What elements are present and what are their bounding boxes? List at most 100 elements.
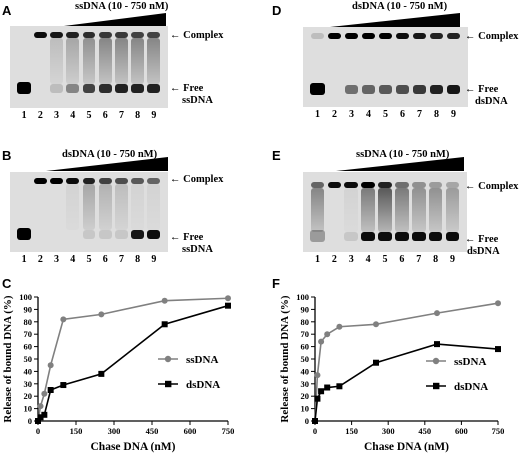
free-band — [344, 232, 358, 241]
gel-b-complex-text: Complex — [183, 174, 224, 185]
free-band — [429, 85, 444, 94]
gel-b-image — [10, 172, 168, 252]
complex-band — [33, 32, 47, 38]
gel-e-complex-label: ← Complex — [465, 181, 519, 192]
data-point-ssDNA — [336, 323, 343, 330]
gel-b-free-text-2: ssDNA — [182, 244, 213, 255]
y-tick-label: 80 — [24, 317, 33, 327]
lane-number: 4 — [70, 110, 76, 121]
gel-b-wedge — [46, 157, 168, 171]
free-band — [446, 85, 461, 94]
data-point-dsDNA — [373, 359, 379, 366]
panel-letter-e: E — [272, 148, 281, 163]
lane-number: 9 — [450, 254, 456, 265]
panel-letter-b: B — [2, 148, 12, 163]
lane-number: 4 — [70, 254, 76, 265]
complex-band — [327, 182, 342, 188]
free-band — [428, 232, 443, 241]
y-tick-label: 0 — [28, 416, 32, 426]
lane-number: 6 — [400, 109, 405, 120]
smear — [412, 188, 426, 232]
panel-letter-d: D — [272, 3, 282, 18]
free-band — [412, 85, 427, 94]
free-band — [147, 230, 161, 239]
x-tick-label: 450 — [418, 426, 431, 436]
free-band — [445, 232, 460, 241]
x-tick-label: 600 — [184, 426, 197, 436]
lane-number: 5 — [383, 109, 388, 120]
panel-letter-a: A — [2, 3, 12, 18]
smear — [114, 38, 128, 84]
free-band — [114, 230, 128, 239]
smear — [66, 184, 80, 230]
gel-e-wedge — [336, 157, 464, 171]
gel-b-title: dsDNA (10 - 750 nM) — [62, 149, 158, 160]
complex-band — [50, 32, 64, 38]
lane-number: 7 — [118, 254, 124, 265]
lane-number: 1 — [315, 109, 320, 120]
free-band — [131, 84, 145, 93]
free-band — [114, 84, 128, 93]
lane-number: 7 — [417, 109, 422, 120]
complex-band — [445, 182, 460, 188]
smear — [310, 188, 325, 232]
lane-number: 4 — [365, 254, 371, 265]
gel-d-complex-label: ← Complex — [465, 31, 519, 42]
gel-d-free-label: ← Free dsDNA — [465, 84, 508, 107]
gel-e-image — [303, 172, 467, 252]
complex-band — [98, 178, 112, 184]
free-band — [344, 85, 359, 94]
y-tick-label: 70 — [24, 329, 33, 339]
gel-b-free-label: ← Free ssDNA — [170, 232, 213, 255]
x-tick-label: 750 — [492, 426, 505, 436]
complex-band — [378, 182, 392, 188]
data-point-dsDNA — [336, 383, 343, 390]
gel-a-wedge — [56, 13, 166, 27]
smear — [82, 184, 96, 230]
complex-band — [66, 32, 80, 38]
y-tick-label: 30 — [24, 379, 33, 389]
gel-a-free-text-2: ssDNA — [182, 95, 213, 106]
complex-band — [98, 32, 112, 38]
complex-band — [82, 178, 96, 184]
smear — [114, 184, 128, 230]
lane-number: 1 — [21, 254, 27, 265]
series-line-ssDNA — [314, 302, 499, 422]
x-tick-label: 0 — [36, 426, 40, 436]
legend-label-ssDNA: ssDNA — [454, 356, 486, 368]
legend-marker-ssDNA — [164, 355, 172, 363]
complex-band — [412, 182, 426, 188]
lane-number: 9 — [151, 254, 157, 265]
complex-band — [361, 33, 376, 39]
complex-band — [114, 32, 128, 38]
gel-d-image — [303, 27, 468, 107]
y-tick-label: 20 — [24, 391, 33, 401]
smear — [428, 188, 443, 232]
free-band — [310, 230, 325, 242]
chart-c: 0 150 300 450 600 750 0 10 20 30 40 50 60 70 80 90 100 Ch… — [2, 292, 235, 453]
free-band — [16, 82, 32, 94]
gel-a-complex-label: ← Complex — [170, 30, 224, 41]
complex-band — [327, 33, 342, 39]
gel-b-free-text: Free — [183, 232, 204, 243]
complex-band — [428, 182, 443, 188]
lane-number: 8 — [434, 109, 439, 120]
x-tick-label: 750 — [222, 426, 235, 436]
complex-band — [310, 33, 325, 39]
y-tick-label: 70 — [301, 329, 310, 339]
legend-label-dsDNA: dsDNA — [186, 379, 220, 391]
free-band — [310, 83, 325, 95]
free-band — [50, 84, 64, 93]
free-band — [131, 230, 145, 239]
chart-f: 0 150 300 450 600 750 0 10 20 30 40 50 60 70 80 90 100 Ch… — [279, 292, 505, 453]
x-axis-label: Chase DNA (nM) — [91, 441, 176, 453]
legend-label-ssDNA: ssDNA — [186, 354, 218, 366]
data-point-dsDNA — [35, 418, 41, 424]
gel-e-free-label: ← Free dsDNA — [465, 234, 500, 257]
data-point-dsDNA — [60, 382, 67, 389]
data-point-dsDNA — [434, 341, 440, 348]
free-band — [16, 228, 32, 240]
data-point-ssDNA — [373, 321, 379, 328]
gel-a-free-label: ← Free ssDNA — [170, 83, 213, 106]
complex-band — [33, 178, 47, 184]
